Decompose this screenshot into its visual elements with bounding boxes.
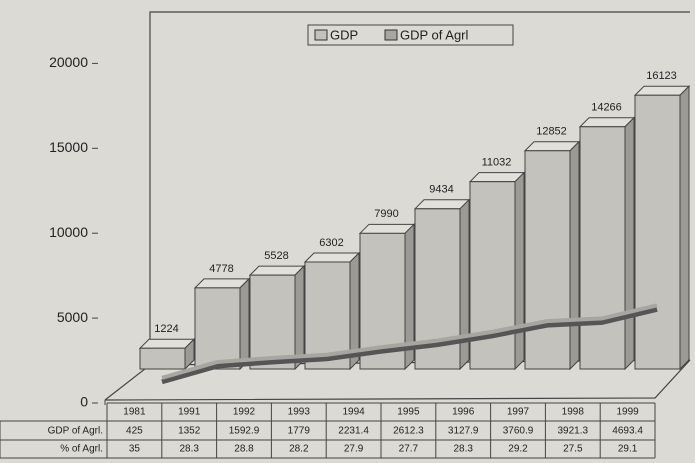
y-tick-label: 0 <box>80 394 88 410</box>
bar-side <box>515 173 524 369</box>
x-tick-label: 1995 <box>397 407 420 418</box>
table-cell: 35 <box>129 444 141 455</box>
bar <box>140 348 185 369</box>
x-tick-label: 1981 <box>123 407 146 418</box>
bar <box>250 275 295 369</box>
table-cell: 2231.4 <box>338 426 369 437</box>
x-tick-label: 1999 <box>616 407 639 418</box>
value-label: 5528 <box>264 250 288 262</box>
legend-label: GDP of Agrl <box>400 27 469 42</box>
x-tick-label: 1994 <box>342 407 365 418</box>
value-label: 14266 <box>591 102 622 114</box>
bar-side <box>680 86 689 369</box>
x-tick-label: 1997 <box>507 407 530 418</box>
legend-swatch <box>385 30 397 40</box>
bar <box>195 288 240 369</box>
x-tick-label: 1996 <box>452 407 475 418</box>
bar <box>580 127 625 369</box>
table-cell: 29.2 <box>508 444 528 455</box>
x-tick-label: 1998 <box>562 407 585 418</box>
table-cell: 4693.4 <box>612 426 643 437</box>
bar-side <box>625 118 634 369</box>
table-cell: 3127.9 <box>448 426 479 437</box>
table-cell: 27.9 <box>344 444 364 455</box>
bar-side <box>240 279 249 369</box>
row-label: % of Agrl. <box>60 444 103 455</box>
legend-label: GDP <box>330 27 358 42</box>
bar <box>635 95 680 369</box>
chart: 0 5000 10000 15000 20000 GDP GDP of Agrl 1224 47… <box>0 0 695 463</box>
x-tick-label: 1991 <box>178 407 201 418</box>
table-cell: 3760.9 <box>503 426 534 437</box>
bar <box>470 182 515 369</box>
table-cell: 1592.9 <box>229 426 260 437</box>
value-label: 12852 <box>536 126 567 138</box>
value-label: 1224 <box>154 323 178 335</box>
table-cell: 425 <box>126 426 143 437</box>
table-cell: 1779 <box>288 426 311 437</box>
value-label: 4778 <box>209 263 233 275</box>
y-tick-label: 10000 <box>49 224 88 240</box>
y-tick-label: 20000 <box>49 54 88 70</box>
x-tick-label: 1993 <box>288 407 311 418</box>
x-tick-label: 1992 <box>233 407 256 418</box>
bar-side <box>570 142 579 369</box>
table-cell: 28.2 <box>289 444 309 455</box>
value-label: 11032 <box>482 157 512 169</box>
table-cell: 28.8 <box>234 444 254 455</box>
table-cell: 3921.3 <box>558 426 589 437</box>
table-cell: 1352 <box>178 426 201 437</box>
table-cell: 29.1 <box>618 444 638 455</box>
bar-side <box>460 200 469 369</box>
table-cell: 27.7 <box>399 444 419 455</box>
table-cell: 28.3 <box>453 444 473 455</box>
legend-swatch <box>315 30 327 40</box>
value-label: 7990 <box>374 208 398 220</box>
value-label: 6302 <box>319 237 343 249</box>
row-label: GDP of Agrl. <box>48 426 103 437</box>
y-tick-label: 5000 <box>57 309 88 325</box>
table-cell: 28.3 <box>179 444 199 455</box>
table-cell: 27.5 <box>563 444 583 455</box>
bar <box>525 151 570 369</box>
value-label: 9434 <box>429 184 453 196</box>
bar-side <box>295 266 304 369</box>
table-cell: 2612.3 <box>393 426 424 437</box>
y-tick-label: 15000 <box>49 139 88 155</box>
value-label: 16123 <box>646 70 677 82</box>
